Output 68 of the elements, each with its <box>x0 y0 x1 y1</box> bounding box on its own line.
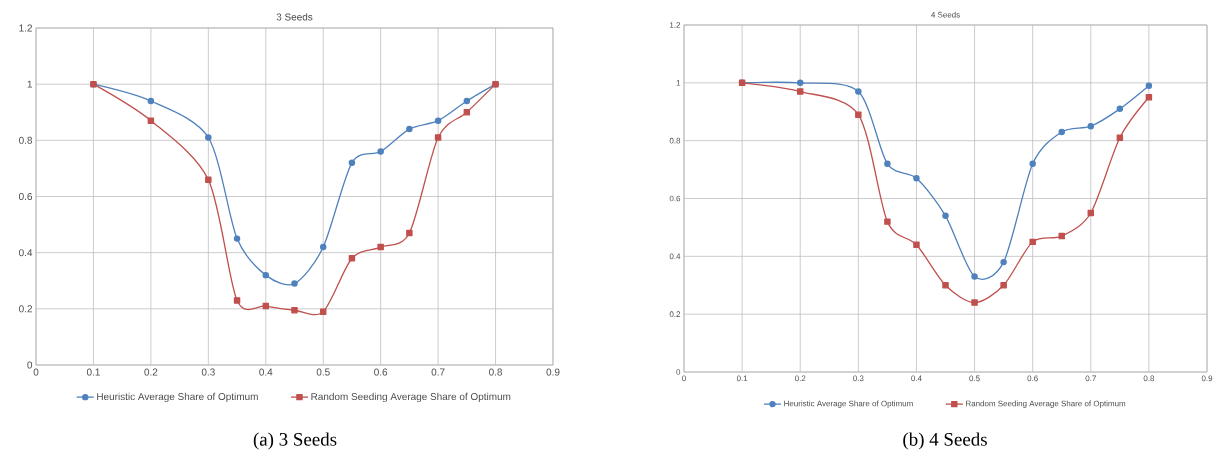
x-tick-label: 0.5 <box>316 368 330 376</box>
point <box>1145 94 1153 101</box>
y-tick-label: 0.6 <box>19 192 33 201</box>
point <box>434 117 442 124</box>
x-tick-label: 0.7 <box>431 368 445 376</box>
y-tick-label: 1.2 <box>19 24 32 32</box>
point <box>796 79 804 87</box>
x-tick-label: 0.6 <box>374 368 388 376</box>
y-tick-label: 0 <box>27 361 33 369</box>
point <box>1029 160 1036 168</box>
point <box>942 212 949 220</box>
point <box>1058 128 1065 136</box>
point <box>855 88 862 95</box>
text: (b) 4 Seeds <box>903 432 987 450</box>
y-tick-label: 0.4 <box>19 249 33 257</box>
point <box>1000 282 1007 289</box>
point <box>377 243 384 251</box>
point <box>913 175 920 182</box>
point <box>377 148 384 155</box>
point <box>205 176 212 183</box>
point <box>319 243 327 251</box>
x-tick-label: 0.1 <box>86 368 100 376</box>
legend-label: Random Seeding Average Share of Optimum <box>311 392 511 403</box>
x-tick-label: 0.9 <box>546 368 560 376</box>
x-tick-label: 0 <box>33 368 39 376</box>
y-tick-label: 0.2 <box>19 305 32 313</box>
point <box>796 88 804 95</box>
point <box>463 97 471 105</box>
point <box>884 160 891 168</box>
point <box>233 297 241 304</box>
x-tick-label: 0.8 <box>489 368 503 376</box>
point <box>855 111 862 118</box>
x-tick-label: 0.3 <box>201 368 215 376</box>
x-tick-label: 0.2 <box>144 368 158 376</box>
point <box>291 280 298 287</box>
point <box>463 109 471 116</box>
point <box>406 125 413 133</box>
point <box>147 97 155 105</box>
point <box>348 255 356 262</box>
y-tick-label: 0.8 <box>19 136 33 144</box>
point <box>406 229 413 237</box>
point <box>147 117 155 124</box>
point <box>348 159 356 167</box>
point <box>1116 105 1124 113</box>
point <box>913 241 920 249</box>
point <box>434 134 442 141</box>
point <box>1029 238 1036 246</box>
point <box>1116 134 1124 142</box>
chart-title: 3 Seeds <box>276 13 313 21</box>
y-tick-label: 1 <box>27 80 32 88</box>
point <box>262 302 270 310</box>
point <box>262 271 270 279</box>
point <box>971 273 978 280</box>
text: (a) 3 Seeds <box>253 432 337 450</box>
point <box>1087 209 1095 217</box>
point <box>205 134 212 141</box>
legend-label: Heuristic Average Share of Optimum <box>97 392 258 403</box>
point <box>1000 258 1007 266</box>
point <box>233 235 241 242</box>
point <box>319 308 327 315</box>
point <box>942 282 949 289</box>
point <box>1145 82 1153 89</box>
point <box>1058 232 1065 240</box>
point <box>1087 122 1095 130</box>
point <box>884 218 891 225</box>
x-tick-label: 0.4 <box>259 368 273 376</box>
point <box>291 306 298 314</box>
point <box>971 299 978 306</box>
